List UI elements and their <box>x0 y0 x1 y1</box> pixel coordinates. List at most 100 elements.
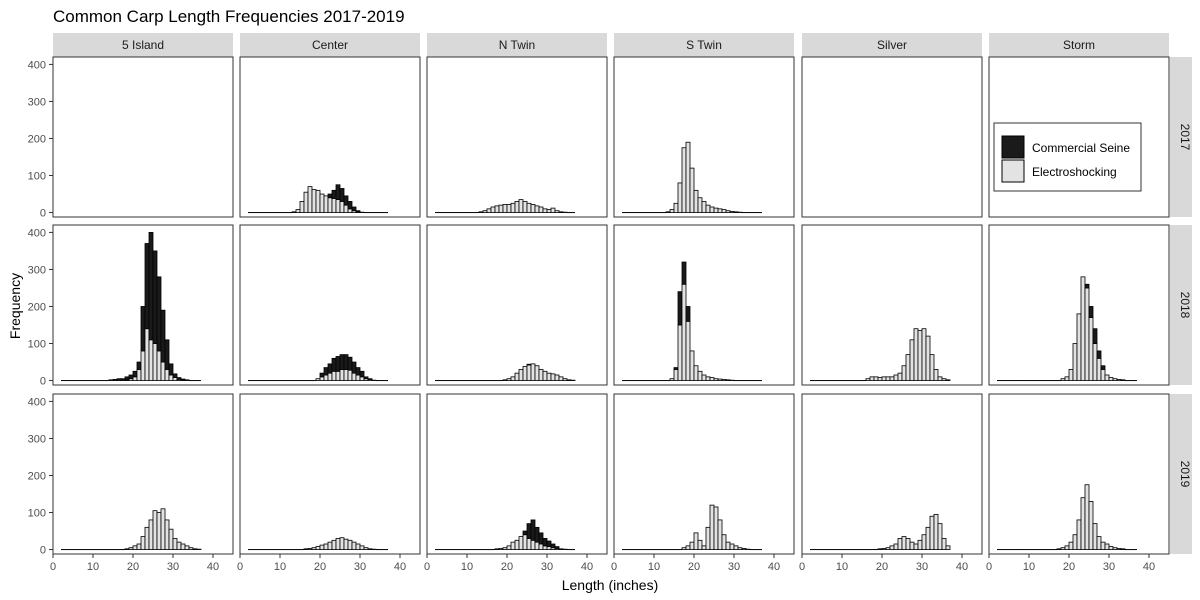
bar-electroshocking <box>494 205 500 213</box>
bar-electroshocking <box>518 536 524 550</box>
bar-electroshocking <box>729 211 735 213</box>
bar-electroshocking <box>873 376 879 381</box>
facet-strip-col <box>989 33 1169 57</box>
bar-electroshocking <box>921 534 927 550</box>
bar-commercial-seine <box>530 519 536 541</box>
facet-strip-label: 2019 <box>1178 461 1192 488</box>
bar-electroshocking <box>331 198 337 213</box>
bar-electroshocking <box>311 189 317 213</box>
y-tick-label: 400 <box>28 396 46 408</box>
bar-electroshocking <box>128 547 134 550</box>
bar-commercial-seine <box>1088 306 1094 318</box>
chart-title: Common Carp Length Frequencies 2017-2019 <box>53 7 405 26</box>
bar-electroshocking <box>291 211 297 213</box>
x-axis-title: Length (inches) <box>562 577 659 593</box>
panel-border <box>426 393 608 555</box>
bar-electroshocking <box>1068 541 1074 550</box>
bar-electroshocking <box>331 370 337 381</box>
bar-electroshocking <box>905 354 911 381</box>
bar-commercial-seine <box>319 372 325 378</box>
bar-electroshocking <box>713 207 719 213</box>
bar-electroshocking <box>323 195 329 213</box>
facet-strip-col <box>240 33 420 57</box>
bar-electroshocking <box>689 167 695 213</box>
facet-strip-label: S Twin <box>686 38 722 52</box>
bar-electroshocking <box>490 206 496 213</box>
bar-electroshocking <box>685 545 691 550</box>
bar-electroshocking <box>303 548 309 550</box>
bar-commercial-seine <box>1084 283 1090 289</box>
bar-electroshocking <box>885 376 891 381</box>
facet-strip-label: Storm <box>1063 38 1095 52</box>
bar-electroshocking <box>933 513 939 550</box>
bar-electroshocking <box>327 197 333 213</box>
bar-electroshocking <box>140 536 146 550</box>
x-tick-label: 40 <box>207 561 219 573</box>
bar-electroshocking <box>542 370 548 381</box>
bar-electroshocking <box>355 374 361 381</box>
bar-electroshocking <box>307 186 313 213</box>
bar-electroshocking <box>526 202 532 213</box>
bar-commercial-seine <box>542 538 548 547</box>
bar-electroshocking <box>156 512 162 550</box>
y-tick-label: 200 <box>28 133 46 145</box>
facet-panel <box>239 56 421 218</box>
bar-electroshocking <box>677 324 683 381</box>
bar-electroshocking <box>925 526 931 550</box>
bar-electroshocking <box>494 548 500 550</box>
bar-electroshocking <box>697 197 703 213</box>
bar-electroshocking <box>885 547 891 550</box>
bar-electroshocking <box>315 189 321 213</box>
bar-electroshocking <box>534 541 540 550</box>
bar-electroshocking <box>510 376 516 381</box>
bar-electroshocking <box>733 211 739 213</box>
x-tick-label: 10 <box>274 561 286 573</box>
bar-electroshocking <box>351 372 357 381</box>
bar-electroshocking <box>913 543 919 550</box>
x-tick-label: 40 <box>581 561 593 573</box>
x-tick-label: 40 <box>956 561 968 573</box>
bar-electroshocking <box>897 538 903 550</box>
bar-electroshocking <box>168 374 174 381</box>
bar-electroshocking <box>315 378 321 381</box>
bar-electroshocking <box>550 373 556 381</box>
bar-electroshocking <box>347 208 353 213</box>
bar-electroshocking <box>905 538 911 550</box>
bar-electroshocking <box>685 320 691 381</box>
bar-electroshocking <box>156 350 162 381</box>
bar-commercial-seine <box>351 206 357 212</box>
facet-strip-row <box>1170 57 1192 217</box>
bar-electroshocking <box>562 378 568 381</box>
panel-border <box>801 224 983 386</box>
bar-electroshocking <box>192 548 198 550</box>
bar-commercial-seine <box>355 210 361 213</box>
bar-electroshocking <box>1060 547 1066 550</box>
facet-strip-label: 2017 <box>1178 124 1192 151</box>
bar-electroshocking <box>160 361 166 381</box>
x-tick-label: 0 <box>237 561 243 573</box>
bar-electroshocking <box>665 211 671 213</box>
bar-electroshocking <box>347 369 353 381</box>
bar-electroshocking <box>1084 484 1090 550</box>
bar-commercial-seine <box>160 309 166 363</box>
bar-electroshocking <box>172 538 178 550</box>
bar-electroshocking <box>295 209 301 213</box>
bar-electroshocking <box>945 379 951 381</box>
facet-panel <box>239 393 421 555</box>
bar-electroshocking <box>681 147 687 213</box>
bar-electroshocking <box>327 541 333 550</box>
bar-commercial-seine <box>156 276 162 352</box>
bar-electroshocking <box>917 539 923 550</box>
bar-electroshocking <box>343 369 349 381</box>
bar-electroshocking <box>733 545 739 550</box>
bar-electroshocking <box>917 330 923 381</box>
bar-electroshocking <box>721 209 727 213</box>
y-tick-label: 0 <box>40 545 46 557</box>
x-tick-label: 0 <box>986 561 992 573</box>
bar-electroshocking <box>1116 379 1122 381</box>
bar-electroshocking <box>554 374 560 381</box>
bar-electroshocking <box>367 548 373 550</box>
bar-electroshocking <box>1088 501 1094 550</box>
facet-strip-label: 5 Island <box>122 38 164 52</box>
